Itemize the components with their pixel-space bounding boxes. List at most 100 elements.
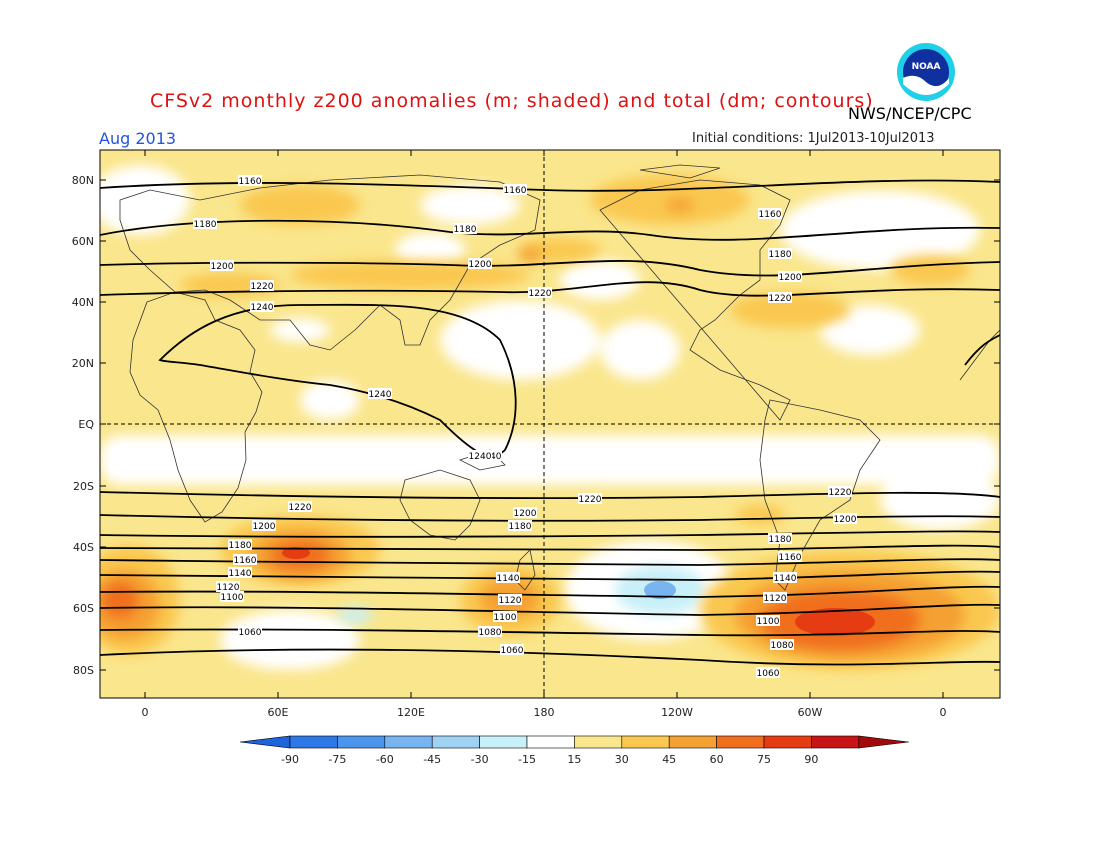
lon-label: 180 (534, 706, 555, 719)
contour-label: 1200 (834, 515, 857, 525)
contour-label-box (238, 626, 262, 637)
colorbar-label: -60 (376, 753, 394, 766)
month-label: Aug 2013 (99, 129, 177, 148)
lat-label: 40S (73, 541, 94, 554)
colorbar: -90 -75 -60 -45 -30 -15 15 30 45 60 75 90 (239, 735, 909, 766)
lon-label: 60W (798, 706, 823, 719)
contour-label-box (496, 572, 520, 583)
contour-label-box (210, 260, 234, 271)
contour-label: 1180 (509, 522, 532, 532)
colorbar-label: -45 (423, 753, 441, 766)
contour-label-box (578, 493, 602, 504)
colorbar-label: -30 (471, 753, 489, 766)
contour-label: 1200 (469, 260, 492, 270)
contour-label-box (756, 667, 780, 678)
contour-label-box (228, 539, 252, 550)
anomaly-blue-regions (644, 581, 676, 599)
contour-label-box (368, 388, 392, 399)
contour-label: 1120 (764, 594, 787, 604)
contour-label-box (528, 287, 552, 298)
colorbar-segment (668, 735, 717, 749)
contour-label: 1240 (369, 390, 392, 400)
contour-label: 1120 (499, 596, 522, 606)
coastlines (119, 164, 1000, 591)
contour-line (100, 648, 1000, 666)
colorbar-label: -90 (281, 753, 299, 766)
lat-label: 60N (72, 235, 94, 248)
contour-label: 1160 (234, 556, 257, 566)
contour-label: 1140 (497, 574, 520, 584)
contour-label-box (468, 258, 492, 269)
contour-label: 1160 (504, 186, 527, 196)
colorbar-label: 90 (804, 753, 818, 766)
contour-label-box (233, 554, 257, 565)
contour-label: 1160 (239, 177, 262, 187)
map-axes: 80N 60N 40N 20N EQ 20S 40S 60S 80S 0 60E 120E 180 120… (72, 150, 1000, 719)
colorbar-label: -75 (328, 753, 346, 766)
contour-label-box (508, 520, 532, 531)
contour-line (100, 530, 1000, 538)
lon-label: 0 (142, 706, 149, 719)
contour-label: 1160 (779, 553, 802, 563)
lon-label: 0 (940, 706, 947, 719)
lat-label: 60S (73, 602, 94, 615)
colorbar-segment (526, 735, 575, 749)
contour-label-box (778, 551, 802, 562)
colorbar-label: 75 (757, 753, 771, 766)
contour-label: 1080 (479, 628, 502, 638)
contour-label-box (763, 592, 787, 603)
contour-line (964, 334, 1000, 366)
colorbar-label: 45 (662, 753, 676, 766)
contour-label-box (498, 594, 522, 605)
contour-line (100, 219, 1000, 241)
contour-label: 1120 (217, 583, 240, 593)
lat-label: 20S (73, 480, 94, 493)
contour-line (100, 281, 1000, 297)
contour-label: 1180 (229, 541, 252, 551)
anomaly-neutral-regions (100, 165, 1000, 670)
contour-label: 1200 (253, 522, 276, 532)
colorbar-segment (574, 735, 623, 749)
contour-label-box (770, 639, 794, 650)
contour-line (100, 585, 1000, 598)
contour-label-box (238, 175, 262, 186)
contour-label-box (250, 301, 274, 312)
contour-label: 1100 (494, 613, 517, 623)
colorbar-segment (337, 735, 386, 749)
contour-label-box (228, 567, 252, 578)
contour-line (100, 558, 1000, 566)
contour-label: 1180 (454, 225, 477, 235)
contour-label-box (468, 450, 492, 461)
contour-label-box (252, 520, 276, 531)
contour-label: 1200 (779, 273, 802, 283)
lon-label: 60E (268, 706, 289, 719)
contour-line (100, 491, 1000, 500)
contour-label: 1080 (771, 641, 794, 651)
noaa-logo: NOAA (897, 43, 955, 101)
colorbar-segment (763, 735, 812, 749)
lon-label: 120W (661, 706, 693, 719)
contour-label-box (193, 218, 217, 229)
contour-label: 1160 (759, 210, 782, 220)
lat-label: 20N (72, 357, 94, 370)
contour-line (100, 603, 1000, 616)
logo-text: NOAA (912, 62, 941, 72)
contour-label-box (828, 486, 852, 497)
height-contours (100, 179, 1000, 666)
contour-label: 1060 (757, 669, 780, 679)
contour-label-box (216, 581, 240, 592)
chart-title: CFSv2 monthly z200 anomalies (m; shaded)… (150, 90, 874, 112)
contour-label: 1100 (757, 617, 780, 627)
contour-label: 1220 (829, 488, 852, 498)
contour-line (100, 570, 1000, 581)
contour-label: 1240 (469, 452, 492, 462)
colorbar-segment (811, 735, 860, 749)
colorbar-segment (479, 735, 528, 749)
contour-label-box (833, 513, 857, 524)
contour-label: 1200 (211, 262, 234, 272)
contour-label: 1220 (251, 282, 274, 292)
colorbar-segment (384, 735, 433, 749)
colorbar-arrow-left (239, 735, 291, 749)
